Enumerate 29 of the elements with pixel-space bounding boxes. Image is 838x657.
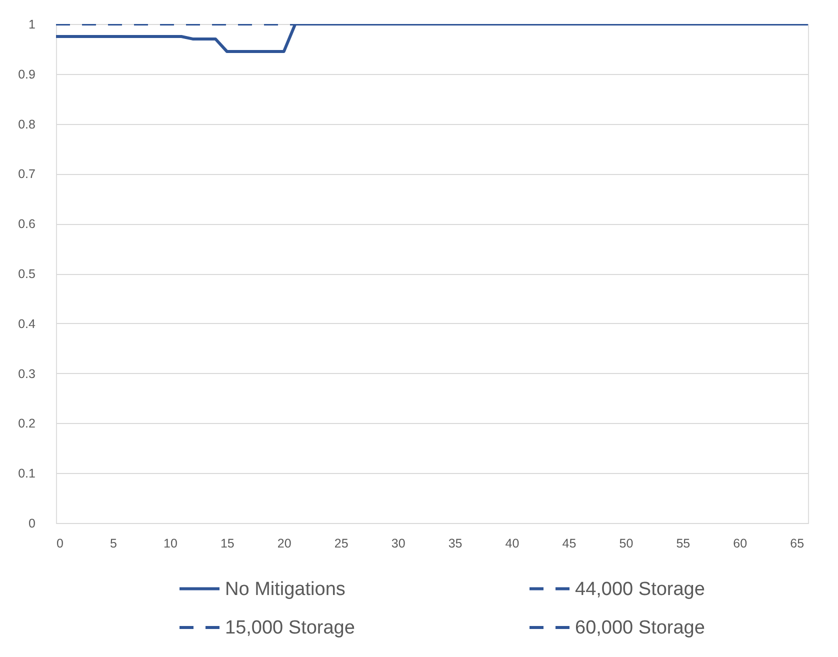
y-tick-label: 0.1 [18,466,36,481]
x-tick-label: 0 [56,536,64,550]
x-tick-label: 65 [790,536,804,550]
x-tick-label: 55 [676,536,690,550]
y-tick-label: 0.7 [18,167,36,182]
y-tick-label: 1 [28,18,36,32]
legend-label: 15,000 Storage [225,618,355,638]
y-tick-label: 0.2 [18,416,36,431]
x-tick-label: 40 [505,536,520,550]
x-tick-label: 10 [163,536,178,550]
y-tick-label: 0.9 [18,67,36,82]
x-tick-label: 35 [448,536,462,550]
legend-label: No Mitigations [225,578,346,600]
y-tick-label: 0 [28,516,36,530]
legend-label: 44,000 Storage [575,578,705,600]
legend-label: 60,000 Storage [575,618,705,638]
y-tick-label: 0.4 [18,316,36,331]
x-tick-label: 50 [619,536,634,550]
y-tick-label: 0.5 [18,267,36,281]
x-tick-label: 45 [562,536,576,550]
x-tick-label: 25 [334,536,348,550]
y-tick-label: 0.3 [18,366,36,381]
x-tick-label: 5 [110,536,117,550]
x-tick-label: 20 [277,536,292,550]
y-tick-label: 0.6 [18,217,36,232]
x-tick-label: 60 [733,536,748,550]
x-tick-label: 15 [220,536,234,550]
x-tick-label: 30 [391,536,406,550]
y-tick-label: 0.8 [18,117,36,132]
